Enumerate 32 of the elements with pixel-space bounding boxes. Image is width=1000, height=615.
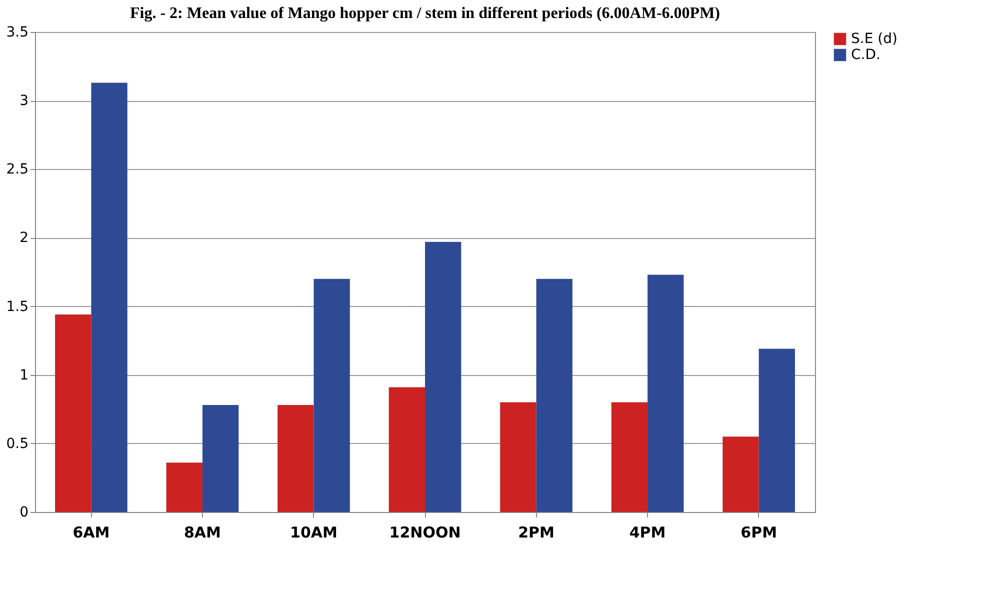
x-tick-label: 12NOON: [389, 524, 461, 542]
y-tick-label: 2: [20, 230, 28, 246]
bar: [91, 82, 128, 512]
bar: [648, 274, 684, 512]
y-tick-label: 0: [20, 504, 28, 520]
bar: [202, 405, 239, 512]
bar: [278, 405, 314, 512]
x-tick-label: 4PM: [629, 524, 666, 542]
y-tick-label: 1.5: [6, 298, 28, 315]
bar: [55, 314, 92, 512]
bar: [500, 402, 536, 512]
y-tick-label: 2.5: [6, 162, 28, 178]
bar: [166, 462, 202, 512]
bar: [314, 278, 350, 512]
bar: [758, 348, 795, 512]
bar: [536, 278, 572, 512]
y-tick-label: 1: [20, 367, 28, 384]
legend-label: S.E (d): [851, 31, 898, 47]
x-tick-label: 8AM: [184, 524, 221, 542]
y-tick-label: 0.5: [6, 436, 28, 452]
bar: [388, 387, 425, 512]
x-tick-label: 10AM: [290, 524, 338, 542]
bar: [425, 242, 462, 512]
chart-title: Fig. - 2: Mean value of Mango hopper cm / stem in different periods (6.00AM-6.00PM): [130, 5, 720, 22]
x-tick-label: 2PM: [518, 524, 554, 542]
legend-label: C.D.: [851, 47, 880, 63]
x-tick-label: 6AM: [72, 524, 110, 542]
bar: [722, 436, 759, 512]
bar: [611, 402, 648, 512]
y-tick-label: 3: [20, 93, 28, 110]
x-tick-label: 6PM: [740, 524, 777, 542]
y-tick-label: 3.5: [6, 24, 28, 40]
